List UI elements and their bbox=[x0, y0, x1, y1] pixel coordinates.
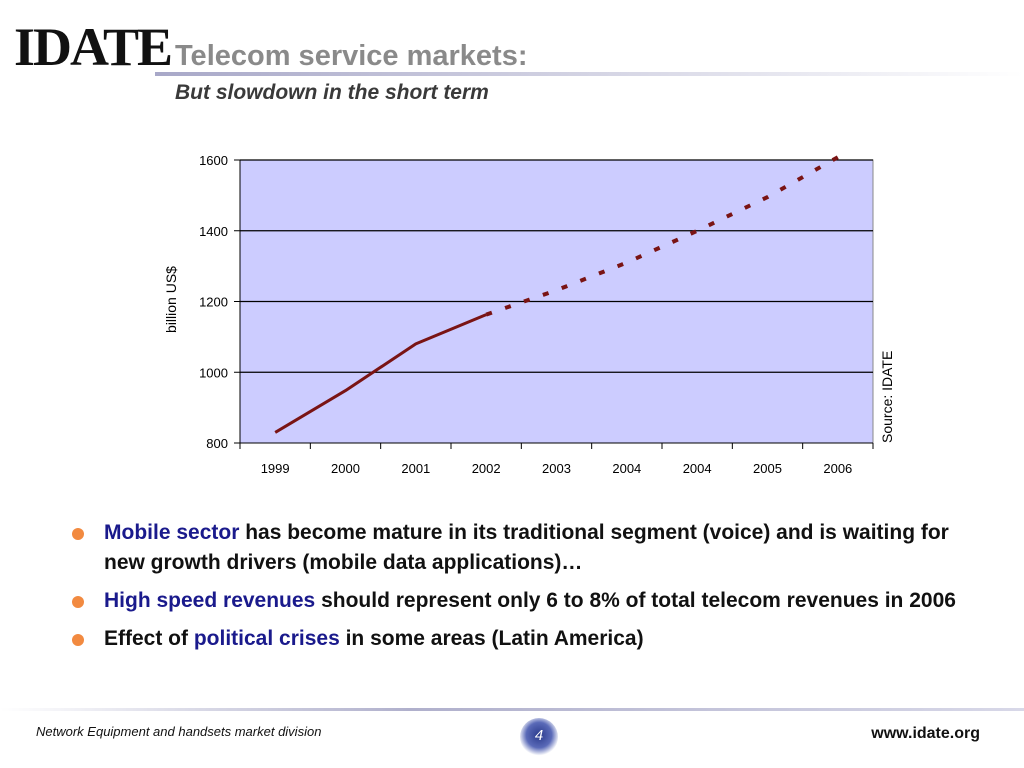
bullet-highlight: High speed revenues bbox=[104, 589, 316, 612]
x-tick-label: 2002 bbox=[472, 461, 501, 476]
bullet-text: should represent only 6 to 8% of total t… bbox=[315, 589, 956, 612]
bullet-prefix: Effect of bbox=[104, 627, 194, 650]
y-tick-label: 1200 bbox=[199, 295, 228, 310]
bullet-dot-icon bbox=[72, 596, 84, 608]
bullet-text: has become mature in its traditional seg… bbox=[104, 521, 949, 574]
idate-logo: IDATE bbox=[14, 17, 173, 77]
x-tick-label: 2003 bbox=[542, 461, 571, 476]
y-tick-label: 800 bbox=[206, 436, 228, 451]
bullet-text: in some areas (Latin America) bbox=[339, 627, 644, 650]
bullet-highlight: political crises bbox=[193, 627, 340, 650]
bullet-dot-icon bbox=[72, 528, 84, 540]
slide-subtitle: But slowdown in the short term bbox=[175, 81, 489, 104]
x-tick-label: 2001 bbox=[401, 461, 430, 476]
line-chart: 800 1000 1200 1400 1600 1999 2000 2001 2002 2003 2… bbox=[163, 153, 895, 476]
bullet-list: Mobile sector has become mature in its t… bbox=[72, 518, 972, 662]
source-note: Source: IDATE bbox=[879, 351, 895, 443]
y-tick-label: 1400 bbox=[199, 224, 228, 239]
forecast-line bbox=[485, 155, 839, 317]
x-tick-label: 2006 bbox=[823, 461, 852, 476]
bullet-item: Effect of political crises in some areas… bbox=[72, 624, 972, 654]
actual-line bbox=[274, 313, 487, 434]
y-tick-label: 1600 bbox=[199, 153, 228, 168]
y-tick-label: 1000 bbox=[199, 365, 228, 380]
x-tick-label: 2004 bbox=[683, 461, 712, 476]
bullet-dot-icon bbox=[72, 634, 84, 646]
page-number: 4 bbox=[534, 727, 544, 744]
title-divider bbox=[155, 72, 1024, 76]
footer-divider bbox=[0, 708, 1024, 711]
footer-url[interactable]: www.idate.org bbox=[871, 725, 980, 742]
x-tick-label: 2004 bbox=[612, 461, 641, 476]
page-number-badge: 4 bbox=[520, 718, 558, 756]
slide-title: Telecom service markets: bbox=[175, 40, 528, 72]
footer-division: Network Equipment and handsets market di… bbox=[36, 724, 322, 739]
x-tick-label: 2000 bbox=[331, 461, 360, 476]
bullet-item: Mobile sector has become mature in its t… bbox=[72, 518, 972, 578]
bullet-item: High speed revenues should represent onl… bbox=[72, 586, 972, 616]
y-axis-label: billion US$ bbox=[163, 266, 179, 333]
bullet-highlight: Mobile sector bbox=[104, 521, 240, 544]
x-tick-label: 1999 bbox=[261, 461, 290, 476]
x-tick-label: 2005 bbox=[753, 461, 782, 476]
